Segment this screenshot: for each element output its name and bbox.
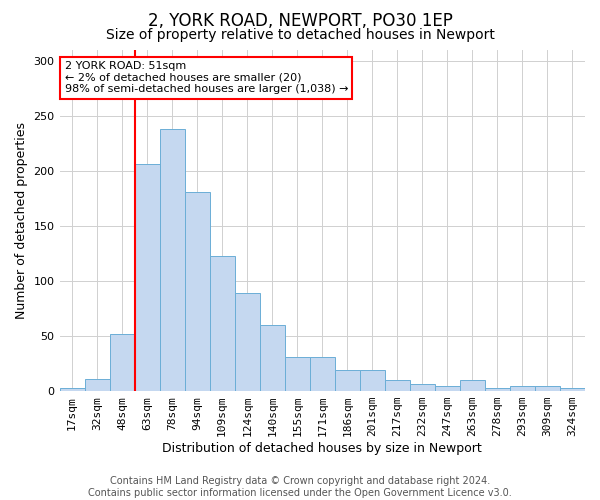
Bar <box>160 129 185 391</box>
Bar <box>385 380 410 391</box>
Bar <box>310 357 335 391</box>
Bar <box>110 334 134 391</box>
Text: 2, YORK ROAD, NEWPORT, PO30 1EP: 2, YORK ROAD, NEWPORT, PO30 1EP <box>148 12 452 30</box>
Bar <box>560 388 585 391</box>
Bar <box>85 379 110 391</box>
Bar <box>485 388 510 391</box>
Bar <box>209 256 235 391</box>
Bar <box>510 386 535 391</box>
Bar <box>360 370 385 391</box>
Bar <box>285 357 310 391</box>
Y-axis label: Number of detached properties: Number of detached properties <box>15 122 28 319</box>
Bar <box>460 380 485 391</box>
Bar <box>335 370 360 391</box>
Text: Size of property relative to detached houses in Newport: Size of property relative to detached ho… <box>106 28 494 42</box>
Bar <box>435 386 460 391</box>
Text: Contains HM Land Registry data © Crown copyright and database right 2024.
Contai: Contains HM Land Registry data © Crown c… <box>88 476 512 498</box>
Bar <box>410 384 435 391</box>
Bar <box>260 325 285 391</box>
X-axis label: Distribution of detached houses by size in Newport: Distribution of detached houses by size … <box>163 442 482 455</box>
Text: 2 YORK ROAD: 51sqm
← 2% of detached houses are smaller (20)
98% of semi-detached: 2 YORK ROAD: 51sqm ← 2% of detached hous… <box>65 61 348 94</box>
Bar <box>235 293 260 391</box>
Bar <box>185 192 209 391</box>
Bar <box>59 388 85 391</box>
Bar <box>535 386 560 391</box>
Bar <box>134 164 160 391</box>
